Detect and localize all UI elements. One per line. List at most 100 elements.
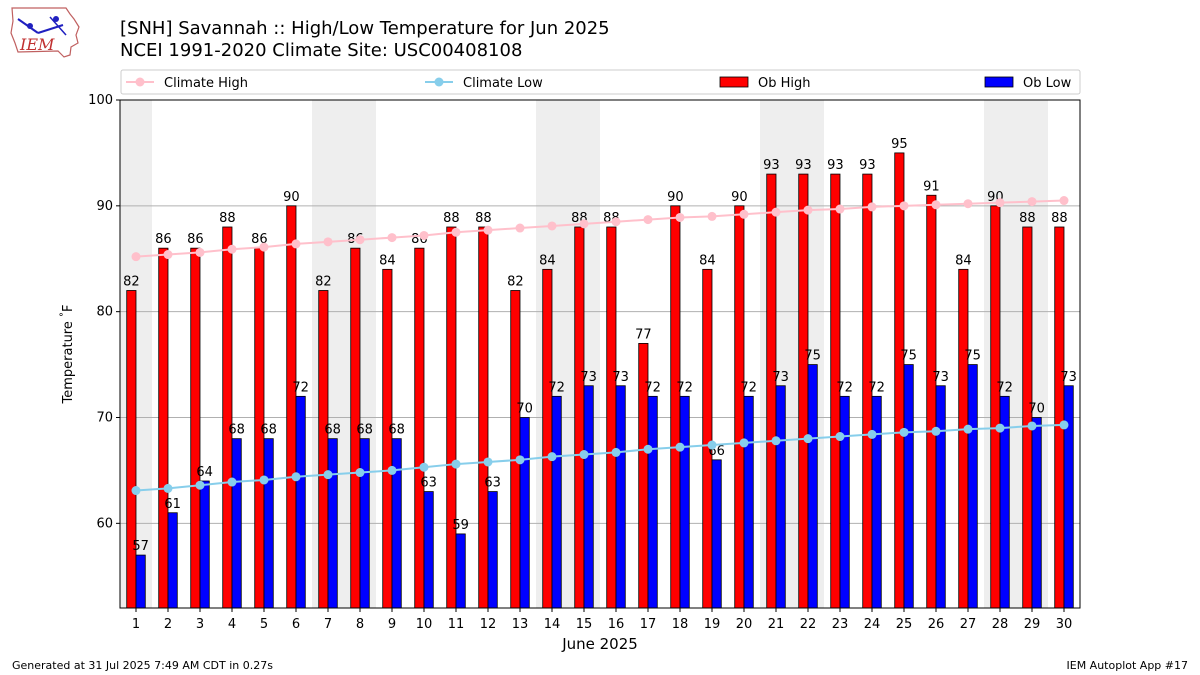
ob-high-bar bbox=[574, 226, 585, 609]
climate-low-point bbox=[643, 444, 653, 454]
ob-low-label: 75 bbox=[964, 349, 981, 364]
ob-low-bar bbox=[135, 554, 146, 609]
ob-low-label: 68 bbox=[324, 423, 341, 438]
ob-low-bar bbox=[423, 491, 434, 609]
climate-low-point bbox=[803, 434, 813, 444]
ob-high-bar bbox=[606, 226, 617, 609]
climate-low-point bbox=[931, 426, 941, 436]
ob-high-bar bbox=[1022, 226, 1033, 609]
ob-high-label: 82 bbox=[123, 275, 140, 290]
x-tick-label: 3 bbox=[196, 617, 204, 632]
y-tick-label: 100 bbox=[88, 93, 113, 108]
climate-low-point bbox=[515, 455, 525, 465]
climate-high-point bbox=[195, 247, 205, 257]
ob-high-label: 90 bbox=[667, 190, 684, 205]
ob-low-bar bbox=[743, 395, 754, 609]
ob-low-bar bbox=[871, 395, 882, 609]
ob-high-bar bbox=[542, 268, 553, 609]
x-tick-label: 30 bbox=[1056, 617, 1073, 632]
x-tick-label: 14 bbox=[544, 617, 561, 632]
ob-low-label: 73 bbox=[932, 370, 949, 385]
chart-title: [SNH] Savannah :: High/Low Temperature f… bbox=[120, 18, 610, 39]
ob-low-bar bbox=[615, 385, 626, 609]
ob-high-label: 88 bbox=[443, 211, 460, 226]
ob-low-label: 72 bbox=[644, 380, 661, 395]
x-tick-label: 23 bbox=[832, 617, 849, 632]
ob-low-bar bbox=[231, 438, 242, 609]
climate-low-point bbox=[131, 486, 141, 496]
x-tick-label: 24 bbox=[864, 617, 881, 632]
ob-low-bar bbox=[935, 385, 946, 609]
x-tick-label: 16 bbox=[608, 617, 625, 632]
ob-high-label: 88 bbox=[1019, 211, 1036, 226]
ob-high-bar bbox=[478, 226, 489, 609]
ob-low-label: 59 bbox=[452, 518, 469, 533]
x-tick-label: 9 bbox=[388, 617, 396, 632]
climate-high-point bbox=[355, 235, 365, 245]
climate-high-point bbox=[419, 230, 429, 240]
climate-low-point bbox=[227, 477, 237, 487]
ob-low-bar bbox=[583, 385, 594, 609]
x-tick-label: 1 bbox=[132, 617, 140, 632]
x-tick-label: 22 bbox=[800, 617, 817, 632]
x-tick-label: 12 bbox=[480, 617, 497, 632]
x-tick-label: 4 bbox=[228, 617, 236, 632]
ob-low-label: 68 bbox=[356, 423, 373, 438]
ob-high-bar bbox=[446, 226, 457, 609]
y-axis-label: Temperature °F bbox=[59, 305, 76, 405]
climate-low-point bbox=[291, 472, 301, 482]
climate-high-point bbox=[579, 219, 589, 229]
climate-low-point bbox=[867, 429, 877, 439]
ob-low-bar bbox=[679, 395, 690, 609]
x-tick-label: 5 bbox=[260, 617, 268, 632]
ob-low-label: 73 bbox=[772, 370, 789, 385]
climate-low-point bbox=[739, 438, 749, 448]
x-tick-label: 18 bbox=[672, 617, 689, 632]
climate-high-point bbox=[259, 242, 269, 252]
ob-high-bar bbox=[318, 290, 329, 609]
ob-high-label: 93 bbox=[859, 158, 876, 173]
ob-low-label: 64 bbox=[196, 465, 213, 480]
climate-high-point bbox=[995, 198, 1005, 208]
ob-low-label: 72 bbox=[868, 380, 885, 395]
ob-high-bar bbox=[286, 205, 297, 609]
ob-low-label: 57 bbox=[132, 539, 149, 554]
climate-low-point bbox=[323, 470, 333, 480]
climate-high-point bbox=[899, 201, 909, 211]
x-tick-label: 8 bbox=[356, 617, 364, 632]
climate-high-point bbox=[867, 202, 877, 212]
ob-low-label: 75 bbox=[900, 349, 917, 364]
x-tick-label: 15 bbox=[576, 617, 593, 632]
ob-high-label: 88 bbox=[475, 211, 492, 226]
climate-high-point bbox=[387, 233, 397, 243]
ob-high-label: 84 bbox=[955, 253, 972, 268]
ob-low-bar bbox=[903, 364, 914, 609]
ob-low-bar bbox=[391, 438, 402, 609]
climate-high-point bbox=[963, 199, 973, 209]
climate-high-point bbox=[643, 215, 653, 225]
ob-low-label: 61 bbox=[164, 497, 181, 512]
ob-high-bar bbox=[190, 247, 201, 609]
ob-high-bar bbox=[510, 290, 521, 609]
ob-low-bar bbox=[647, 395, 658, 609]
climate-low-point bbox=[387, 465, 397, 475]
ob-low-bar bbox=[967, 364, 978, 609]
x-tick-label: 27 bbox=[960, 617, 977, 632]
x-tick-label: 11 bbox=[448, 617, 465, 632]
ob-low-bar bbox=[1063, 385, 1074, 609]
y-tick-label: 70 bbox=[96, 411, 113, 426]
ob-low-bar bbox=[295, 395, 306, 609]
climate-low-point bbox=[547, 452, 557, 462]
y-tick-label: 90 bbox=[96, 199, 113, 214]
ob-high-bar bbox=[766, 173, 777, 609]
x-tick-label: 17 bbox=[640, 617, 657, 632]
climate-low-point bbox=[835, 432, 845, 442]
ob-low-label: 70 bbox=[1028, 402, 1045, 417]
climate-high-point bbox=[483, 225, 493, 235]
ob-low-label: 72 bbox=[548, 380, 565, 395]
ob-low-bar bbox=[167, 512, 178, 609]
iem-logo: IEM bbox=[8, 5, 84, 63]
legend-climate-high-marker bbox=[135, 77, 145, 87]
ob-high-bar bbox=[894, 152, 905, 609]
